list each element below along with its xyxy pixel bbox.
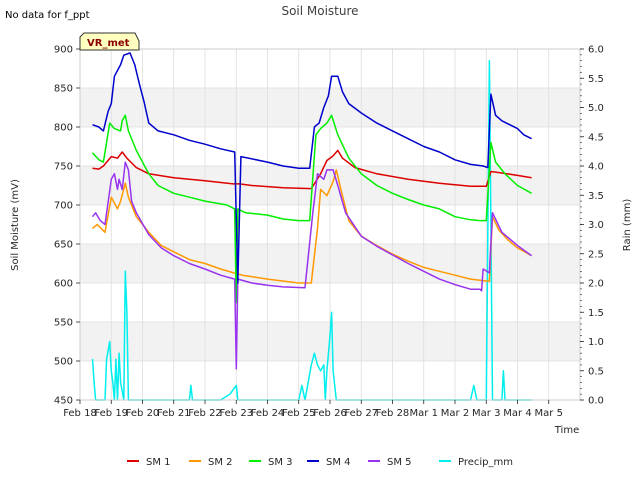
x-tick-label: Mar 3 xyxy=(472,408,500,419)
y-tick-label: 500 xyxy=(54,357,73,368)
chart-title: Soil Moisture xyxy=(281,4,358,18)
y2-tick-label: 0.5 xyxy=(588,366,604,377)
x-tick-label: Mar 4 xyxy=(503,408,531,419)
x-tick-label: Mar 1 xyxy=(410,408,438,419)
legend-entry: SM 1 xyxy=(146,457,171,468)
y-tick-label: 450 xyxy=(54,396,73,407)
badge-label: VR_met xyxy=(87,38,130,49)
x-tick-label: Feb 25 xyxy=(282,408,316,419)
y2-tick-label: 3.5 xyxy=(588,191,604,202)
x-tick-label: Mar 2 xyxy=(441,408,469,419)
x-tick-label: Mar 5 xyxy=(535,408,563,419)
x-tick-label: Feb 26 xyxy=(313,408,347,419)
y2-tick-label: 6.0 xyxy=(588,45,604,56)
legend: SM 1 SM 2 SM 3 SM 4 SM 5 Precip_mm xyxy=(127,457,513,468)
y2-tick-label: 5.0 xyxy=(588,103,604,114)
y-tick-label: 900 xyxy=(54,45,73,56)
y-tick-label: 650 xyxy=(54,240,73,251)
x-tick-label: Feb 20 xyxy=(126,408,160,419)
y2-tick-label: 2.5 xyxy=(588,249,604,260)
y2-tick-label: 1.5 xyxy=(588,308,604,319)
y-axis-ticks: 450 500 550 600 650 700 750 800 850 900 xyxy=(54,45,80,407)
series-line-sm-2 xyxy=(92,169,532,284)
series-line-sm-3 xyxy=(91,114,532,304)
no-data-note: No data for f_ppt xyxy=(5,10,90,21)
y-tick-label: 800 xyxy=(54,123,73,134)
x-tick-label: Feb 28 xyxy=(376,408,410,419)
y2-axis-label: Rain (mm) xyxy=(622,199,633,252)
series-line-sm-4 xyxy=(92,52,532,284)
y2-tick-label: 2.0 xyxy=(588,279,604,290)
x-tick-label: Feb 23 xyxy=(219,408,253,419)
x-tick-label: Feb 18 xyxy=(63,408,97,419)
y-tick-label: 750 xyxy=(54,162,73,173)
y2-tick-label: 0.0 xyxy=(588,396,604,407)
x-tick-label: Feb 27 xyxy=(344,408,378,419)
y2-tick-label: 1.0 xyxy=(588,337,604,348)
y2-tick-label: 3.0 xyxy=(588,220,604,231)
series-line-sm-5 xyxy=(91,161,533,370)
legend-entry: SM 3 xyxy=(268,457,293,468)
legend-entry: SM 2 xyxy=(208,457,233,468)
y-axis-label: Soil Moisture (mV) xyxy=(10,179,21,271)
legend-entry: SM 5 xyxy=(387,457,412,468)
y-tick-label: 700 xyxy=(54,201,73,212)
legend-entry: Precip_mm xyxy=(458,457,513,468)
y2-axis-ticks: 0.0 0.5 1.0 1.5 2.0 2.5 3.0 3.5 4.0 4.5 5.0 5.5 6.0 xyxy=(580,45,604,407)
x-tick-label: Feb 24 xyxy=(251,408,285,419)
legend-entry: SM 4 xyxy=(326,457,351,468)
y-tick-label: 850 xyxy=(54,84,73,95)
y2-tick-label: 5.5 xyxy=(588,74,604,85)
y-tick-label: 550 xyxy=(54,318,73,329)
y2-tick-label: 4.5 xyxy=(588,132,604,143)
y-tick-label: 600 xyxy=(54,279,73,290)
y2-tick-label: 4.0 xyxy=(588,162,604,173)
station-badge: VR_met xyxy=(79,32,140,51)
x-tick-label: Feb 21 xyxy=(157,408,191,419)
x-tick-label: Feb 19 xyxy=(94,408,128,419)
x-tick-label: Feb 22 xyxy=(188,408,222,419)
x-axis-label: Time xyxy=(554,425,579,436)
